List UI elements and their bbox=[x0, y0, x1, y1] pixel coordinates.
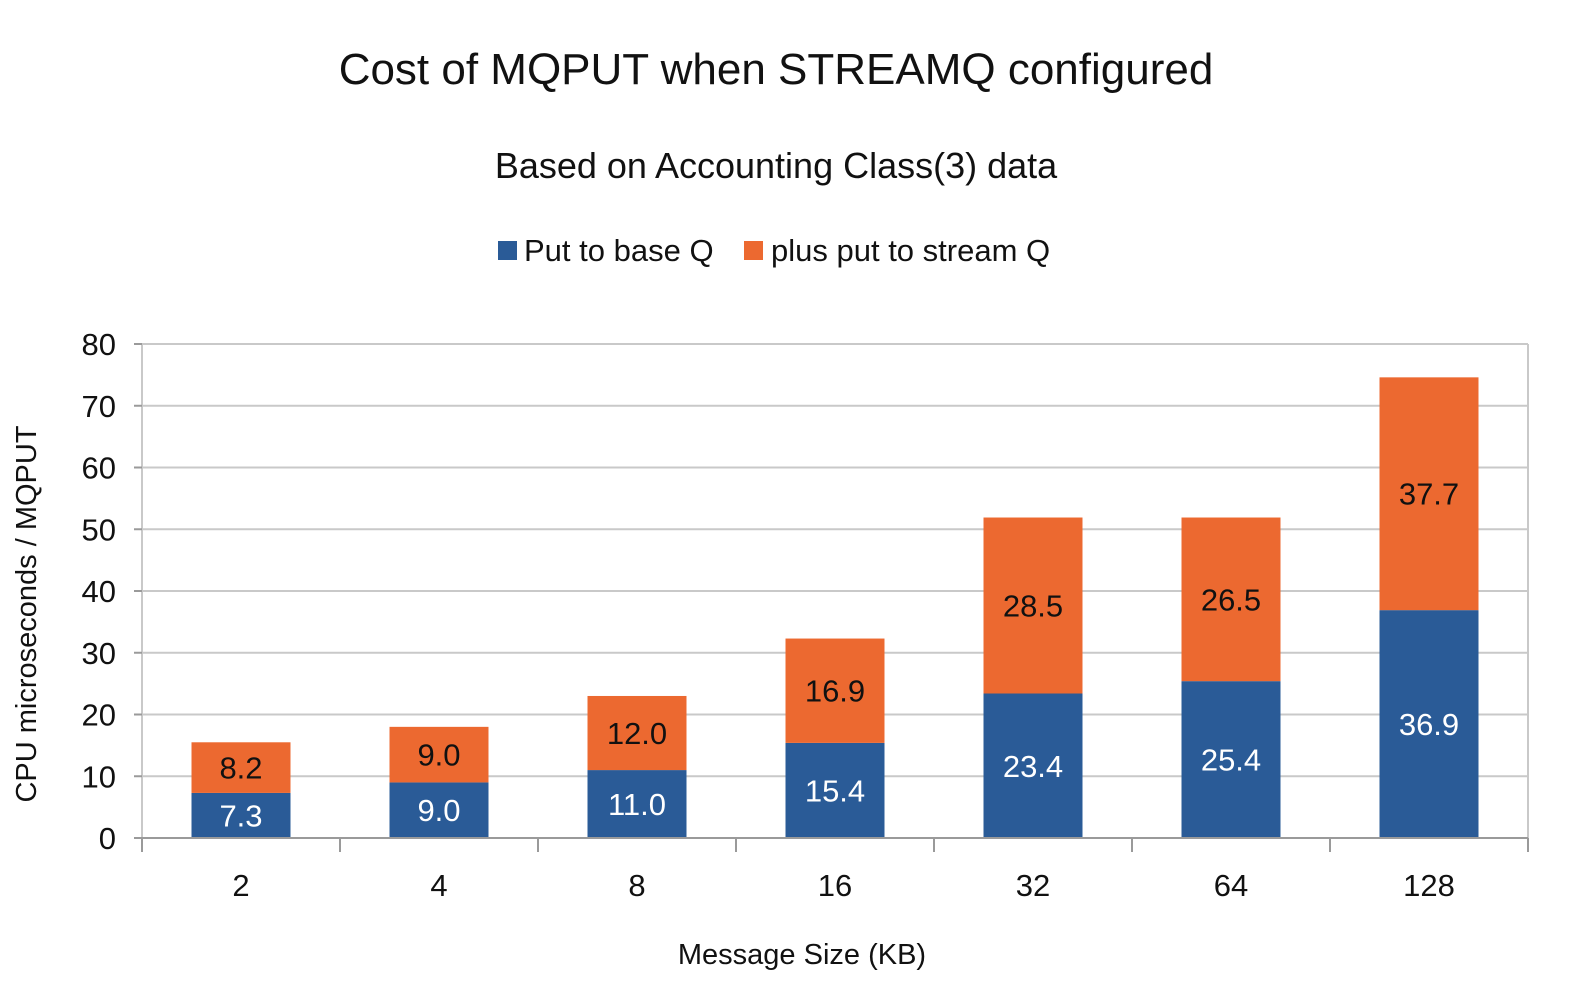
data-label-stream-q-4: 9.0 bbox=[417, 738, 460, 773]
data-label-base-q-2: 7.3 bbox=[219, 798, 262, 833]
x-tick-label-16: 16 bbox=[818, 868, 852, 903]
data-label-base-q-64: 25.4 bbox=[1201, 743, 1261, 778]
y-axis-ticks: 0 10 20 30 40 50 60 70 80 bbox=[82, 327, 142, 856]
bar-stream-q-16 bbox=[785, 638, 885, 743]
bar-base-q-8 bbox=[587, 770, 687, 838]
legend-swatch-base-q bbox=[498, 241, 517, 260]
y-tick-label-40: 40 bbox=[82, 574, 116, 609]
data-label-base-q-32: 23.4 bbox=[1003, 749, 1063, 784]
x-axis bbox=[141, 837, 1529, 852]
data-label-stream-q-2: 8.2 bbox=[219, 751, 262, 786]
x-tick-label-2: 2 bbox=[232, 868, 249, 903]
x-tick-label-4: 4 bbox=[430, 868, 447, 903]
y-tick-label-0: 0 bbox=[99, 821, 116, 856]
y-tick-label-70: 70 bbox=[82, 389, 116, 424]
data-label-base-q-4: 9.0 bbox=[417, 793, 460, 828]
y-tick-label-30: 30 bbox=[82, 636, 116, 671]
legend: Put to base Q plus put to stream Q bbox=[498, 233, 1050, 268]
y-tick-label-50: 50 bbox=[82, 512, 116, 547]
bar-stream-q-2 bbox=[191, 742, 291, 793]
y-tick-label-60: 60 bbox=[82, 451, 116, 486]
data-label-stream-q-128: 37.7 bbox=[1399, 477, 1459, 512]
bar-stream-q-8 bbox=[587, 695, 687, 771]
x-tick-label-128: 128 bbox=[1403, 868, 1455, 903]
y-tick-label-20: 20 bbox=[82, 698, 116, 733]
bar-stream-q-4 bbox=[389, 726, 489, 783]
bars: 7.3 8.2 9.0 9.0 11.0 12.0 15.4 16.9 23.4 28.5 25.4… bbox=[191, 377, 1479, 838]
data-label-base-q-8: 11.0 bbox=[608, 787, 666, 822]
data-label-stream-q-32: 28.5 bbox=[1003, 589, 1063, 624]
y-tick-label-80: 80 bbox=[82, 327, 116, 362]
bar-base-q-32 bbox=[983, 693, 1083, 838]
data-label-stream-q-16: 16.9 bbox=[805, 674, 865, 709]
bar-base-q-2 bbox=[191, 792, 291, 838]
data-label-stream-q-8: 12.0 bbox=[607, 716, 667, 751]
data-label-base-q-16: 15.4 bbox=[805, 773, 865, 808]
x-axis-ticks: 2 4 8 16 32 64 128 bbox=[232, 868, 1454, 903]
chart-subtitle: Based on Accounting Class(3) data bbox=[495, 145, 1058, 186]
legend-label-base-q: Put to base Q bbox=[524, 233, 714, 268]
bar-base-q-4 bbox=[389, 782, 489, 838]
x-tick-label-32: 32 bbox=[1016, 868, 1050, 903]
bar-base-q-64 bbox=[1181, 681, 1281, 838]
bar-base-q-16 bbox=[785, 742, 885, 838]
bar-stream-q-128 bbox=[1379, 377, 1479, 611]
legend-swatch-stream-q bbox=[744, 241, 763, 260]
chart-title: Cost of MQPUT when STREAMQ configured bbox=[339, 45, 1214, 94]
x-axis-label: Message Size (KB) bbox=[678, 939, 926, 971]
bar-base-q-128 bbox=[1379, 610, 1479, 838]
bar-stream-q-64 bbox=[1181, 517, 1281, 682]
x-tick-label-64: 64 bbox=[1214, 868, 1248, 903]
legend-label-stream-q: plus put to stream Q bbox=[771, 233, 1050, 268]
data-label-stream-q-64: 26.5 bbox=[1201, 582, 1261, 617]
data-label-base-q-128: 36.9 bbox=[1399, 707, 1459, 742]
x-tick-label-8: 8 bbox=[628, 868, 645, 903]
y-tick-label-10: 10 bbox=[82, 759, 116, 794]
bar-stream-q-32 bbox=[983, 517, 1083, 694]
gridlines bbox=[141, 343, 1529, 839]
y-axis-label: CPU microseconds / MQPUT bbox=[11, 425, 43, 802]
